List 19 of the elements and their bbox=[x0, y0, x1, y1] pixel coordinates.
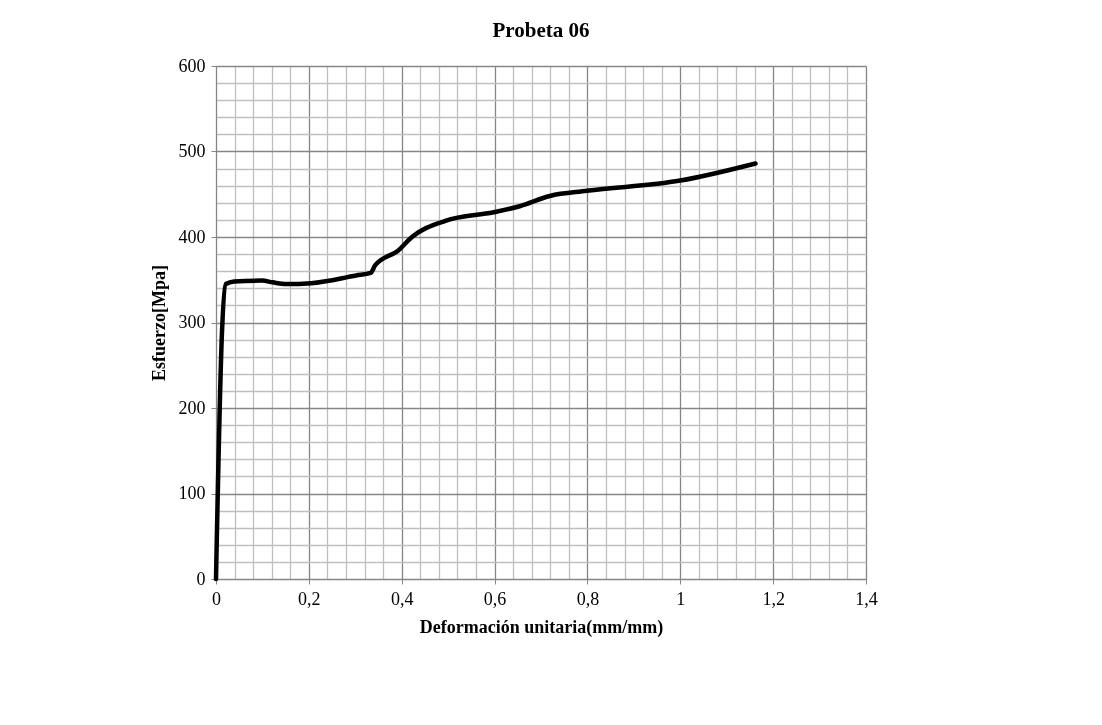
x-tick-label: 1,4 bbox=[855, 588, 878, 609]
x-tick-label: 0,2 bbox=[298, 588, 321, 609]
y-tick-label: 300 bbox=[178, 312, 206, 332]
y-tick-label: 500 bbox=[178, 141, 206, 161]
x-tick-label: 1 bbox=[676, 588, 686, 609]
y-tick-label: 100 bbox=[178, 483, 206, 503]
chart-title: Probeta 06 bbox=[492, 18, 590, 42]
line-series bbox=[213, 161, 758, 582]
y-tick-label: 600 bbox=[178, 55, 206, 76]
y-tick-label: 0 bbox=[196, 568, 206, 589]
x-tick-label: 0 bbox=[212, 588, 221, 609]
y-axis-title: Esfuerzo[Mpa] bbox=[148, 265, 169, 381]
y-tick-label: 200 bbox=[178, 397, 206, 418]
x-axis-title: Deformación unitaria(mm/mm) bbox=[419, 616, 664, 638]
y-tick-label: 400 bbox=[178, 226, 206, 247]
x-tick-label: 1,2 bbox=[762, 588, 785, 609]
x-tick-label: 0,8 bbox=[576, 588, 600, 609]
x-tick-label: 0,6 bbox=[483, 588, 507, 609]
x-tick-label: 0,4 bbox=[390, 588, 414, 609]
